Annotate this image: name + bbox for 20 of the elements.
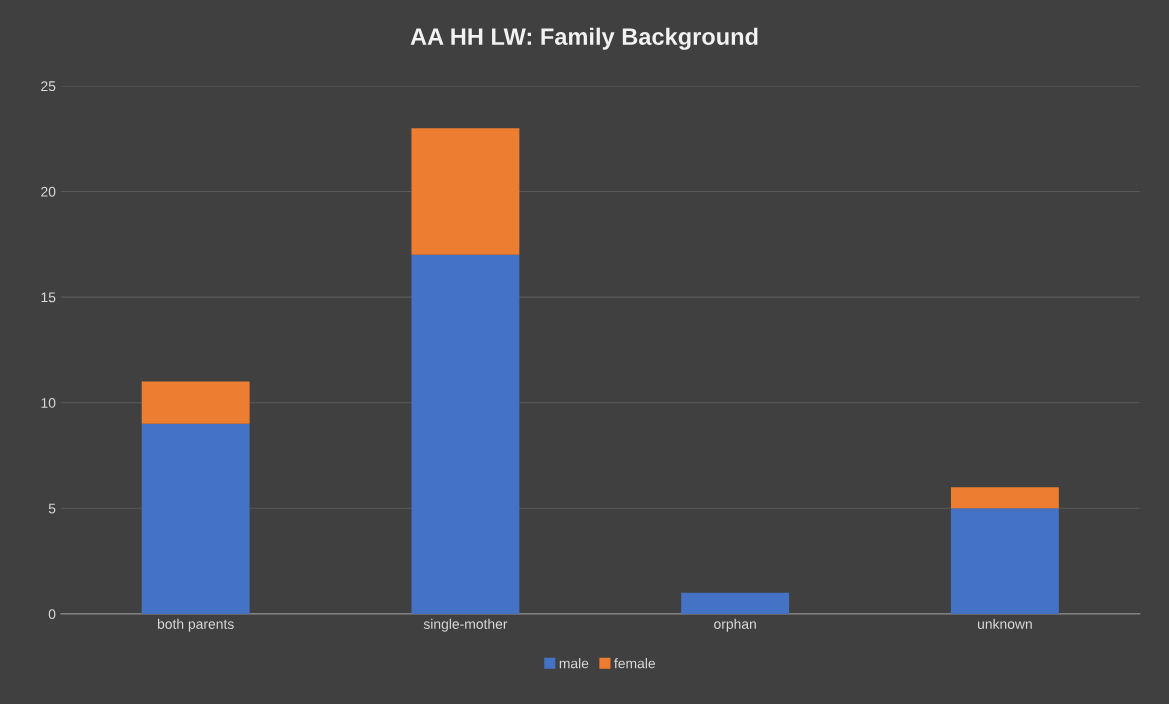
y-tick-label: 10: [41, 398, 56, 408]
x-tick-label: unknown: [978, 618, 1032, 629]
bar: [950, 487, 1059, 509]
bar: [950, 508, 1059, 614]
bar: [141, 423, 250, 614]
y-tick-label: 5: [48, 503, 56, 514]
chart-title: AA HH LW: Family Background: [410, 27, 758, 50]
y-tick-label: 15: [41, 292, 56, 303]
bar: [681, 592, 790, 614]
legend-label: male: [559, 658, 589, 669]
y-tick-label: 0: [48, 609, 56, 620]
bar: [411, 128, 520, 255]
y-tick-label: 25: [41, 81, 56, 92]
x-tick-label: both parents: [157, 618, 234, 632]
x-tick-label: single-mother: [423, 618, 508, 632]
x-tick-label: orphan: [714, 618, 756, 632]
bar: [141, 381, 250, 424]
bar: [411, 254, 520, 614]
legend-label: female: [614, 658, 655, 669]
y-tick-label: 20: [41, 186, 56, 197]
